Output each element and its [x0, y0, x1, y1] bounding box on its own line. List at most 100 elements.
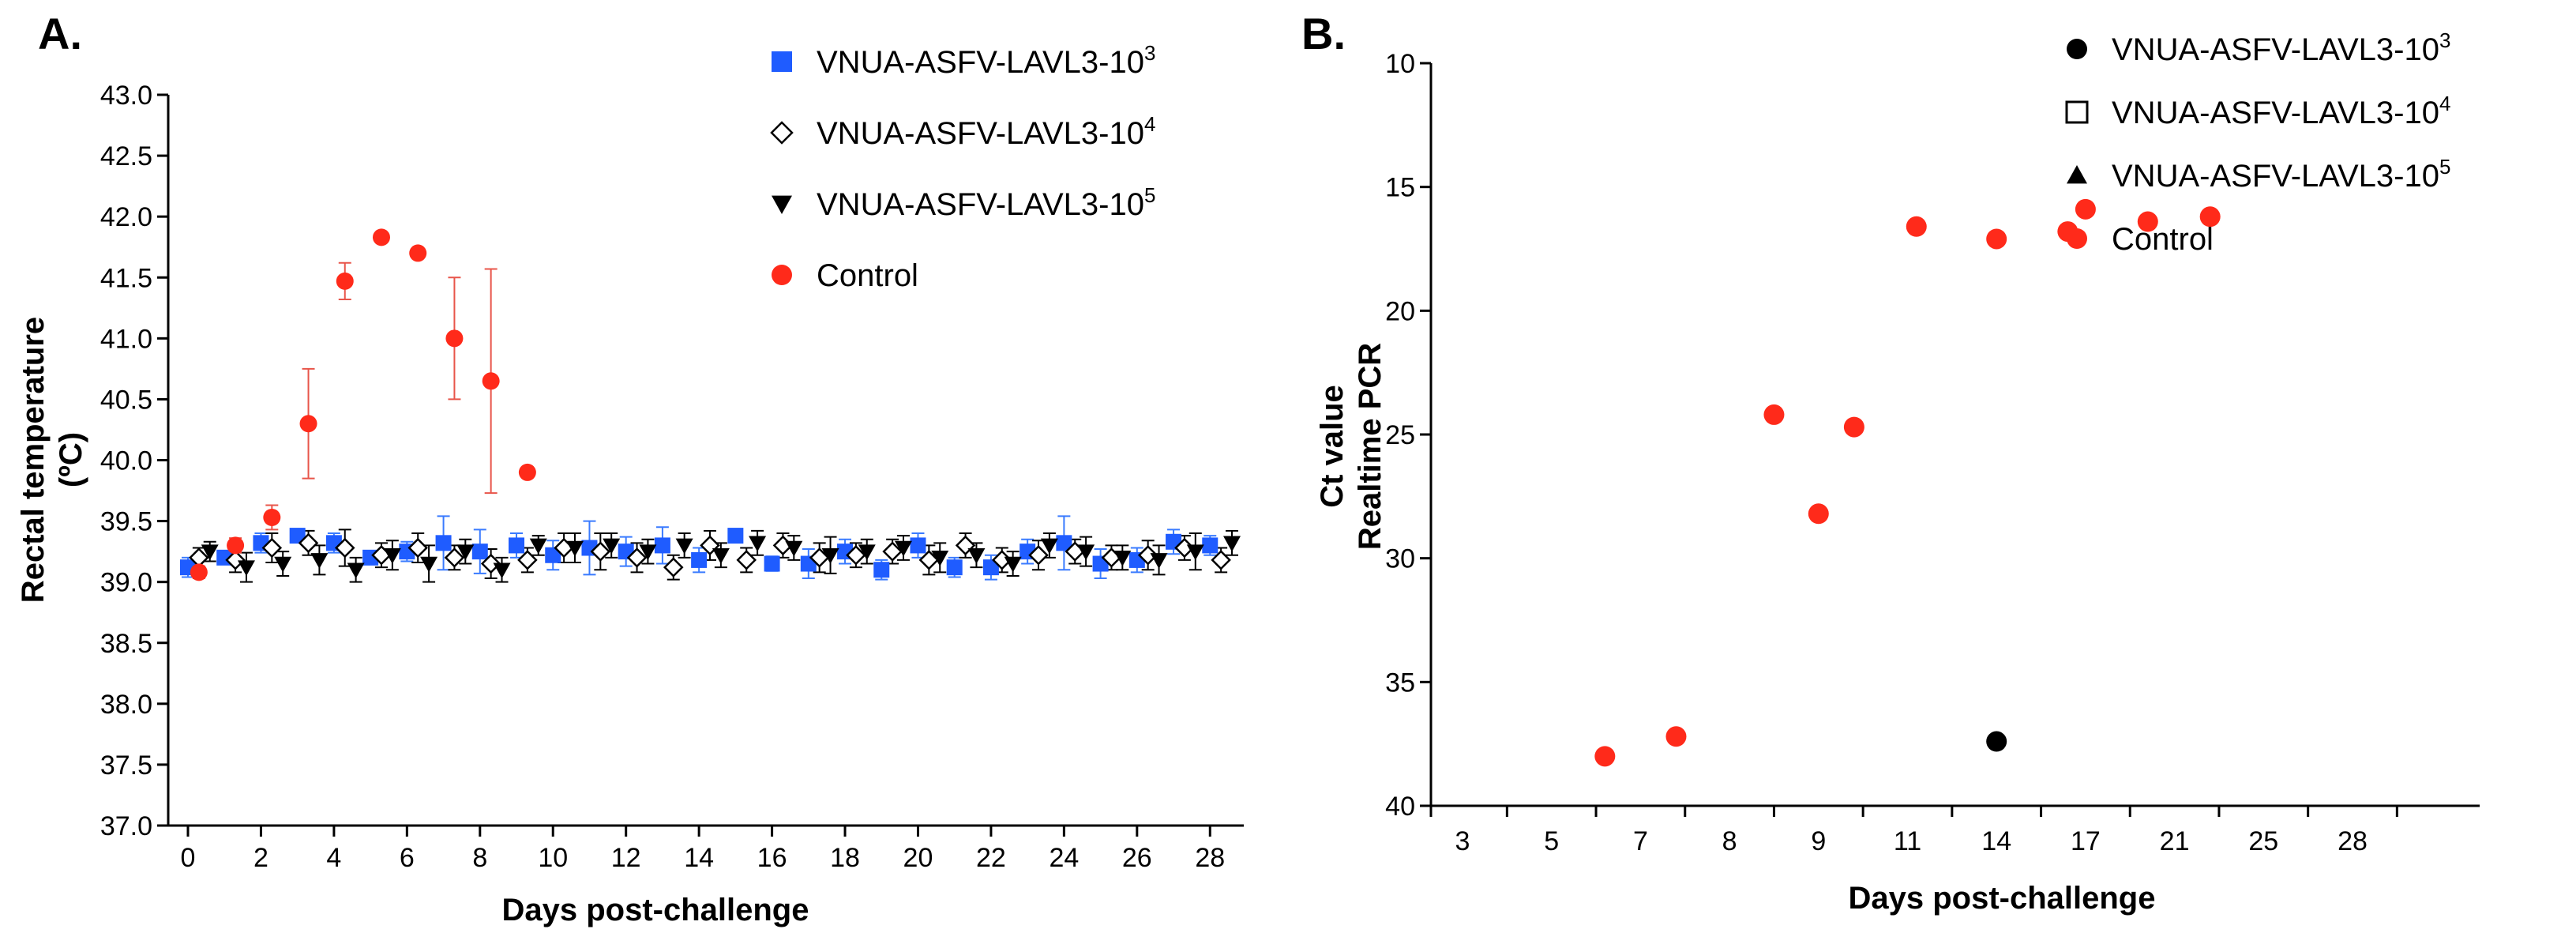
panel-a-y-tick-label-5: 39.5 [100, 507, 152, 537]
panel-a-x-tick-label-0: 0 [181, 843, 196, 873]
panel-b-letter: B. [1301, 9, 1346, 58]
panel-a-point-s3-7 [445, 329, 464, 348]
panel-b-y-tick-label-5: 35 [1385, 668, 1415, 698]
panel-a-y-ticks: 37.0 37.5 38.0 38.5 39.0 39.5 40.0 40.5 41.0 41.5… [100, 81, 168, 841]
panel-a-point-s3-2 [263, 508, 281, 526]
panel-a-point-s0-3 [289, 528, 306, 544]
panel-a-point-s2-2 [274, 556, 292, 573]
panel-a-point-s2-0 [201, 544, 219, 561]
panel-a-x-ticks: 0 2 4 6 8 10 12 14 16 18 20 22 24 26 28 [181, 826, 1225, 873]
panel-a-y-tick-label-9: 41.5 [100, 263, 152, 293]
panel-b-point-s3-6 [1986, 228, 2007, 250]
panel-b-legend: VNUA-ASFV-LAVL3-103 VNUA-ASFV-LAVL3-104 VN… [2065, 28, 2450, 257]
panel-a-point-s2-4 [347, 562, 365, 579]
panel-b-legend-label-1: VNUA-ASFV-LAVL3-104 [2112, 92, 2450, 130]
panel-b-x-tick-label-10: 28 [2338, 826, 2368, 856]
panel-a-point-s2-21 [967, 547, 986, 564]
panel-a-point-s0-15 [727, 528, 744, 544]
panel-a-point-s0-19 [873, 562, 890, 578]
panel-a-point-s2-24 [1077, 544, 1095, 561]
panel-a-point-s2-13 [675, 538, 693, 555]
panel-a-letter: A. [38, 9, 82, 58]
panel-a-x-tick-label-2: 4 [326, 843, 341, 873]
panel-b-x-ticks: 3 5 7 8 9 11 14 17 21 25 28 [1429, 806, 2398, 856]
panel-a-y-tick-label-10: 42.0 [100, 202, 152, 232]
panel-a-point-s0-7 [435, 535, 452, 551]
panel-a-point-s1-11 [590, 541, 611, 562]
panel-a-legend-label-1: VNUA-ASFV-LAVL3-104 [817, 112, 1155, 151]
panel-a-x-tick-label-3: 6 [400, 843, 415, 873]
panel-a-point-s0-16 [764, 555, 780, 572]
panel-b-y-tick-label-1: 15 [1385, 173, 1415, 203]
panel-a-point-s0-20 [910, 537, 926, 554]
panel-b-point-s3-2 [1763, 404, 1785, 425]
panel-a-point-s1-2 [261, 537, 283, 559]
panel-a-point-s3-6 [409, 244, 427, 262]
panel-a-point-s1-19 [882, 541, 903, 562]
panel-a-legend-label-3: Control [817, 258, 918, 293]
panel-b-point-s3-8 [2075, 198, 2096, 220]
panel-b-legend-sup-2: 5 [2439, 155, 2450, 179]
panel-a-point-s2-8 [493, 562, 511, 579]
panel-a-legend-sup-2: 5 [1144, 183, 1155, 207]
panel-a-x-tick-label-10: 20 [903, 843, 933, 873]
panel-a-legend-sup-0: 3 [1144, 41, 1155, 65]
panel-a-point-s0-28 [1202, 537, 1219, 554]
panel-b-x-tick-label-5: 11 [1894, 826, 1921, 856]
panel-a-y-tick-label-12: 43.0 [100, 81, 152, 111]
panel-a-point-s2-27 [1186, 544, 1204, 561]
panel-a-point-s0-24 [1056, 535, 1072, 551]
panel-a-y-tick-label-1: 37.5 [100, 750, 152, 781]
panel-a-point-s2-28 [1223, 536, 1241, 552]
panel-b-legend-label-2: VNUA-ASFV-LAVL3-105 [2112, 155, 2450, 194]
panel-a-legend-marker-1 [770, 121, 794, 145]
panel-a-point-s1-7 [444, 547, 465, 568]
panel-b-y-tick-label-0: 10 [1385, 49, 1415, 79]
panel-a-point-s3-5 [372, 228, 390, 246]
panel-b-point-s3-10 [2199, 206, 2221, 228]
panel-b-y-tick-label-4: 30 [1385, 544, 1415, 574]
panel-a-point-s0-8 [471, 544, 488, 560]
panel-a-point-s2-16 [785, 540, 803, 557]
panel-a-point-s0-9 [509, 537, 525, 554]
panel-a-point-s0-14 [691, 551, 708, 568]
panel-a-point-s0-21 [946, 559, 963, 576]
panel-a-point-s0-13 [654, 537, 670, 554]
panel-a-legend: VNUA-ASFV-LAVL3-103 VNUA-ASFV-LAVL3-104 VN… [770, 41, 1155, 293]
panel-a-x-axis-title: Days post-challenge [501, 893, 809, 927]
panel-a-point-s0-10 [545, 547, 561, 563]
panel-a-point-s1-18 [846, 544, 866, 566]
panel-b-points [1594, 198, 2221, 767]
panel-b-legend-sup-0: 3 [2439, 28, 2450, 52]
panel-a-point-s2-22 [1004, 556, 1022, 573]
panel-a-legend-marker-2 [772, 195, 792, 214]
panel-a-x-tick-label-11: 22 [976, 843, 1006, 873]
panel-a-point-s2-10 [565, 540, 584, 557]
panel-b-point-s3-1 [1665, 726, 1687, 747]
panel-b-legend-marker-3 [2067, 228, 2087, 249]
panel-b-x-tick-label-1: 5 [1544, 826, 1559, 856]
panel-a-point-s1-28 [1211, 550, 1231, 570]
panel-b-y-axis-title: Ct value Realtime PCR [1315, 343, 1388, 550]
panel-a-point-s1-17 [809, 547, 830, 568]
panel-a-y-tick-label-6: 40.0 [100, 446, 152, 476]
panel-a-point-s1-6 [407, 537, 428, 559]
panel-a-y-axis-title-line1: Rectal temperature [16, 317, 51, 603]
panel-b-x-tick-label-2: 7 [1633, 826, 1648, 856]
panel-a-legend-label-0: VNUA-ASFV-LAVL3-103 [817, 41, 1155, 80]
panel-b-x-tick-label-6: 14 [1981, 826, 2011, 856]
panel-a-y-tick-label-0: 37.0 [100, 811, 152, 841]
panel-a-point-s2-5 [383, 547, 401, 564]
panel-a-x-tick-label-9: 18 [830, 843, 860, 873]
panel-a-legend-marker-0 [772, 51, 792, 72]
panel-b-y-ticks: 10 15 20 25 30 35 40 [1385, 49, 1431, 822]
panel-a-point-s2-11 [603, 538, 621, 555]
panel-a-x-tick-label-12: 24 [1049, 843, 1079, 873]
panel-a-point-s2-26 [1150, 553, 1168, 569]
panel-b-y-tick-label-3: 25 [1385, 420, 1415, 450]
panel-a-x-tick-label-14: 28 [1195, 843, 1225, 873]
panel-a-point-s1-15 [736, 550, 757, 570]
panel-a-x-tick-label-6: 12 [611, 843, 641, 873]
